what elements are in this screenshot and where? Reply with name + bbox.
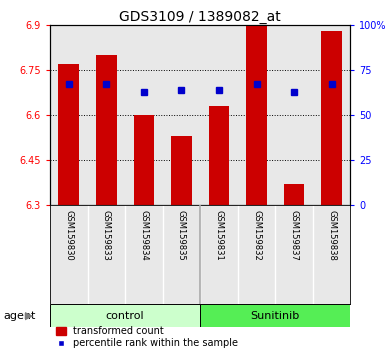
Bar (284, 184, 305, 205)
Bar (321, 31, 342, 205)
Text: GSM159838: GSM159838 (327, 210, 336, 261)
Bar (59, 64, 79, 205)
Bar (171, 136, 192, 205)
Text: ▶: ▶ (25, 311, 33, 321)
Text: control: control (106, 311, 144, 321)
Text: agent: agent (4, 311, 36, 321)
Bar (134, 115, 154, 205)
Text: GSM159833: GSM159833 (102, 210, 111, 261)
Text: GSM159830: GSM159830 (64, 210, 73, 261)
Bar (50, 304, 200, 327)
Text: GSM159837: GSM159837 (290, 210, 298, 261)
Text: GSM159835: GSM159835 (177, 210, 186, 261)
Bar (96, 55, 117, 205)
Text: GSM159834: GSM159834 (139, 210, 148, 261)
Bar (200, 304, 350, 327)
Text: Sunitinib: Sunitinib (251, 311, 300, 321)
Bar (209, 106, 229, 205)
Legend: transformed count, percentile rank within the sample: transformed count, percentile rank withi… (55, 325, 239, 349)
Text: GSM159831: GSM159831 (214, 210, 223, 261)
Text: GSM159832: GSM159832 (252, 210, 261, 261)
Title: GDS3109 / 1389082_at: GDS3109 / 1389082_at (119, 10, 281, 24)
Bar (246, 25, 267, 205)
